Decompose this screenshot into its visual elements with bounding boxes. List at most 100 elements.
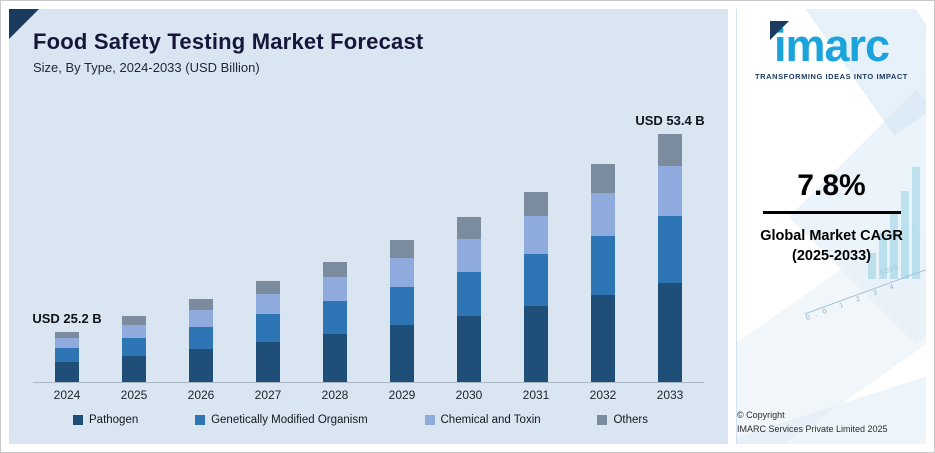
- legend-item-others: Others: [597, 414, 648, 426]
- x-axis-label-2033: 2033: [656, 388, 684, 402]
- x-axis-label-2026: 2026: [187, 388, 215, 402]
- brand-tagline: TRANSFORMING IDEAS INTO IMPACT: [755, 72, 908, 81]
- bar-segment-genetically-modified-organism: [189, 326, 213, 349]
- legend-label-pathogen: Pathogen: [89, 414, 139, 426]
- bar-segment-pathogen: [658, 282, 682, 382]
- bar-column-2029: [382, 239, 422, 382]
- bar-segment-chemical-and-toxin: [122, 324, 146, 338]
- copyright-line-2: IMARC Services Private Limited 2025: [737, 423, 888, 434]
- x-axis-label-2025: 2025: [120, 388, 148, 402]
- bar-segment-pathogen: [323, 333, 347, 382]
- bar-segment-pathogen: [122, 355, 146, 382]
- stacked-bar-2030: [457, 216, 481, 382]
- bar-segment-others: [55, 331, 79, 339]
- x-axis-label-2029: 2029: [388, 388, 416, 402]
- bar-segment-others: [189, 299, 213, 311]
- bar-segment-genetically-modified-organism: [55, 348, 79, 362]
- bar-segment-genetically-modified-organism: [658, 215, 682, 283]
- page-subtitle: Size, By Type, 2024-2033 (USD Billion): [33, 60, 260, 75]
- x-axis-label-2028: 2028: [321, 388, 349, 402]
- copyright-line-1: © Copyright: [737, 410, 785, 420]
- bar-segment-pathogen: [524, 305, 548, 382]
- x-axis-label-2027: 2027: [254, 388, 282, 402]
- bar-segment-genetically-modified-organism: [591, 236, 615, 296]
- bar-column-2030: [449, 216, 489, 382]
- x-axis-label-2032: 2032: [589, 388, 617, 402]
- bar-segment-pathogen: [457, 316, 481, 382]
- chart-panel: Food Safety Testing Market Forecast Size…: [9, 9, 728, 444]
- bar-segment-chemical-and-toxin: [390, 258, 414, 288]
- stacked-bar-2026: [189, 299, 213, 382]
- x-axis-label-2030: 2030: [455, 388, 483, 402]
- bar-segment-chemical-and-toxin: [457, 238, 481, 272]
- legend-marker-pathogen: [73, 415, 83, 425]
- corner-triangle-icon: [9, 9, 39, 39]
- stacked-bar-2031: [524, 191, 548, 382]
- x-axis-label-2024: 2024: [53, 388, 81, 402]
- bar-column-2031: [516, 191, 556, 382]
- page-title: Food Safety Testing Market Forecast: [33, 29, 424, 54]
- bar-segment-others: [524, 191, 548, 217]
- logo-wordmark: imarc: [773, 20, 890, 71]
- mini-bar-chart-icon: [868, 167, 920, 279]
- bar-segment-genetically-modified-organism: [457, 271, 481, 317]
- bar-column-2032: [583, 164, 623, 382]
- x-axis-label-2031: 2031: [522, 388, 550, 402]
- bar-column-2033: USD 53.4 B: [635, 113, 705, 382]
- bar-segment-others: [390, 239, 414, 259]
- bars-area: USD 25.2 B USD 53.4 B: [32, 81, 705, 383]
- bar-segment-genetically-modified-organism: [122, 337, 146, 356]
- legend-marker-chemical-and-toxin: [424, 415, 435, 425]
- stacked-bar-2025: [122, 316, 146, 382]
- stacked-bar-2028: [323, 261, 347, 382]
- bar-segment-chemical-and-toxin: [323, 277, 347, 302]
- bar-segment-pathogen: [189, 348, 213, 382]
- cagr-underline: [762, 211, 901, 214]
- stacked-bar-2033: [658, 134, 682, 382]
- stacked-bar-2024: [55, 331, 79, 382]
- logo-triangle-icon: [769, 21, 789, 40]
- cagr-period: (2025-2033): [792, 248, 871, 264]
- bar-segment-chemical-and-toxin: [55, 338, 79, 349]
- legend-marker-others: [597, 415, 608, 425]
- bar-annotation-2033: USD 53.4 B: [635, 113, 705, 129]
- stacked-bar-2027: [256, 281, 280, 382]
- bar-segment-chemical-and-toxin: [591, 192, 615, 237]
- bar-column-2028: [315, 261, 355, 382]
- bar-segment-genetically-modified-organism: [256, 314, 280, 342]
- stacked-bar-2032: [591, 164, 615, 382]
- bar-segment-pathogen: [591, 295, 615, 382]
- bar-column-2025: [114, 316, 154, 382]
- legend-label-chemical-and-toxin: Chemical and Toxin: [440, 414, 541, 426]
- bar-segment-pathogen: [390, 325, 414, 382]
- bar-segment-others: [457, 216, 481, 239]
- bar-segment-others: [323, 261, 347, 278]
- bar-segment-chemical-and-toxin: [658, 166, 682, 216]
- bar-segment-chemical-and-toxin: [524, 216, 548, 255]
- bar-segment-pathogen: [256, 341, 280, 382]
- brand-panel: 5000 0.0 1 2 3 4 imarc TRANSFORMING IDEA…: [736, 9, 926, 444]
- bar-segment-others: [256, 281, 280, 295]
- stacked-bar-2029: [390, 239, 414, 382]
- bar-segment-genetically-modified-organism: [390, 287, 414, 326]
- bar-segment-pathogen: [55, 361, 79, 382]
- bar-segment-genetically-modified-organism: [524, 254, 548, 306]
- bar-segment-genetically-modified-organism: [323, 301, 347, 334]
- cagr-value: 7.8%: [797, 169, 866, 202]
- bar-column-2026: [181, 299, 221, 382]
- bar-segment-others: [591, 164, 615, 193]
- legend-marker-genetically-modified-organism: [195, 415, 206, 425]
- legend-label-genetically-modified-organism: Genetically Modified Organism: [211, 414, 368, 426]
- bar-segment-chemical-and-toxin: [189, 310, 213, 327]
- bar-column-2027: [248, 281, 288, 382]
- x-axis-labels: 2024 2025 2026 2027 2028 2029 2030 2031 2032 2033: [33, 388, 704, 402]
- legend-item-chemical-and-toxin: Chemical and Toxin: [424, 414, 541, 426]
- imarc-logo: imarc: [769, 20, 890, 71]
- legend-item-genetically-modified-organism: Genetically Modified Organism: [195, 414, 368, 426]
- bar-annotation-2024: USD 25.2 B: [32, 310, 102, 326]
- bar-segment-chemical-and-toxin: [256, 294, 280, 315]
- bar-segment-others: [658, 134, 682, 167]
- legend-label-others: Others: [613, 414, 648, 426]
- bar-segment-others: [122, 316, 146, 325]
